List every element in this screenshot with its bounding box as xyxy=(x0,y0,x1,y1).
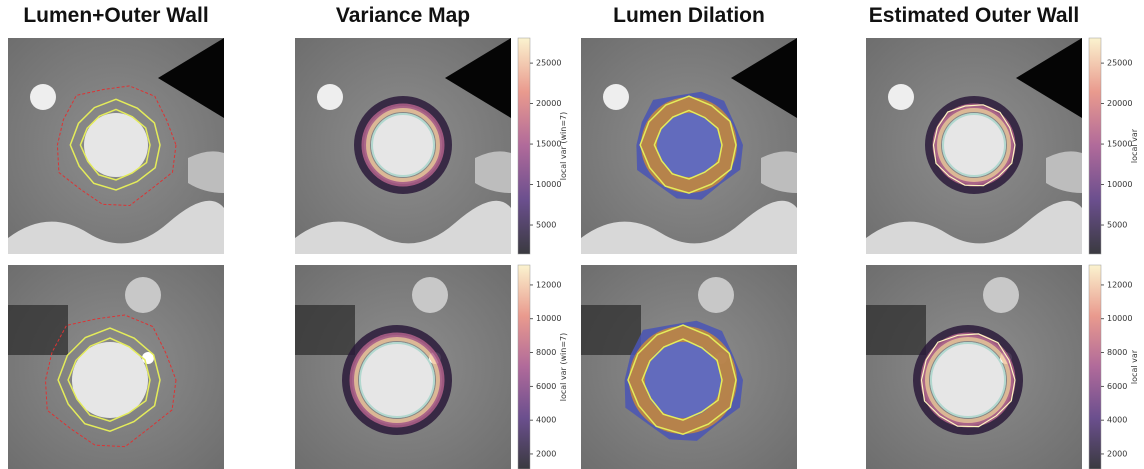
colorbar-tick-label: 10000 xyxy=(536,314,561,323)
dark-band xyxy=(866,305,926,355)
colorbar-tick-label: 5000 xyxy=(536,221,556,230)
dark-band xyxy=(581,305,641,355)
colorbar-tick-label: 2000 xyxy=(536,449,556,458)
colorbar-tick-label: 4000 xyxy=(536,416,556,425)
colorbar-label: local var xyxy=(1130,349,1139,384)
panel-title: Lumen+Outer Wall xyxy=(23,4,208,27)
image-panel xyxy=(8,38,224,254)
colorbar-tick-label: 2000 xyxy=(1107,449,1127,458)
bright-blob xyxy=(983,277,1019,313)
dark-band xyxy=(8,305,68,355)
image-panel xyxy=(295,265,511,469)
colorbar xyxy=(1089,265,1101,469)
image-panel xyxy=(295,38,511,254)
colorbar-tick-label: 15000 xyxy=(536,140,561,149)
bright-blob xyxy=(317,84,343,110)
colorbar-label: local var (win=7) xyxy=(559,333,568,402)
bright-blob xyxy=(698,277,734,313)
dark-band xyxy=(295,305,355,355)
figure: Lumen+Outer Wall Variance Map Lumen Dila… xyxy=(0,0,1144,469)
image-panel xyxy=(581,38,797,254)
image-panel xyxy=(581,265,797,469)
colorbar-tick-label: 8000 xyxy=(1107,348,1127,357)
bright-blob xyxy=(30,84,56,110)
colorbar-label: local var xyxy=(1130,128,1139,163)
colorbar-tick-label: 15000 xyxy=(1107,140,1132,149)
image-panel xyxy=(866,265,1082,469)
colorbar-tick-label: 10000 xyxy=(536,180,561,189)
colorbar-tick-label: 6000 xyxy=(536,382,556,391)
bright-blob xyxy=(125,277,161,313)
image-panel xyxy=(866,38,1082,254)
bright-blob xyxy=(603,84,629,110)
colorbar-tick-label: 12000 xyxy=(1107,280,1132,289)
colorbar-tick-label: 10000 xyxy=(1107,314,1132,323)
colorbar-tick-label: 12000 xyxy=(536,280,561,289)
colorbar-tick-label: 25000 xyxy=(1107,59,1132,68)
colorbar-tick-label: 8000 xyxy=(536,348,556,357)
colorbar-tick-label: 10000 xyxy=(1107,180,1132,189)
colorbar xyxy=(1089,38,1101,254)
bright-blob xyxy=(412,277,448,313)
colorbar-label: local var (win=7) xyxy=(559,112,568,181)
colorbar-tick-label: 20000 xyxy=(1107,99,1132,108)
colorbar-tick-label: 4000 xyxy=(1107,416,1127,425)
colorbar-tick-label: 25000 xyxy=(536,59,561,68)
panel-title: Estimated Outer Wall xyxy=(869,4,1079,27)
colorbar xyxy=(518,38,530,254)
panel-title: Variance Map xyxy=(336,4,470,27)
colorbar-tick-label: 6000 xyxy=(1107,382,1127,391)
bright-blob xyxy=(888,84,914,110)
colorbar xyxy=(518,265,530,469)
colorbar-tick-label: 20000 xyxy=(536,99,561,108)
image-panel xyxy=(8,265,224,469)
panel-title: Lumen Dilation xyxy=(613,4,765,27)
colorbar-tick-label: 5000 xyxy=(1107,221,1127,230)
